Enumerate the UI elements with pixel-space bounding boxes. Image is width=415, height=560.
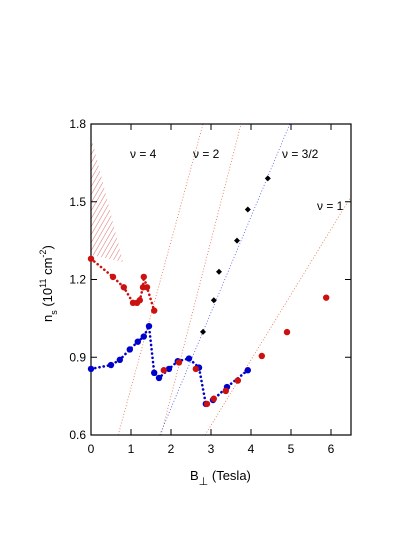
- y-label-part: -2: [38, 250, 48, 258]
- diamond-marker: [200, 328, 206, 335]
- y-tick-label: 1.8: [69, 117, 86, 131]
- point-marker: [116, 356, 124, 364]
- y-label-part: cm: [40, 258, 55, 279]
- point-marker: [140, 333, 147, 340]
- y-tick-label: 1.5: [69, 195, 86, 209]
- x-tick-label: 5: [288, 442, 295, 456]
- point-marker: [222, 387, 229, 395]
- point-marker: [203, 400, 211, 408]
- y-tick-label: 0.9: [69, 350, 86, 364]
- x-tick-label: 3: [208, 442, 215, 456]
- x-tick-label: 2: [168, 442, 175, 456]
- y-label-part: ): [40, 245, 55, 249]
- y-label-part: s: [49, 310, 59, 315]
- point-marker: [151, 307, 158, 314]
- point-marker: [234, 377, 241, 384]
- point-marker: [151, 369, 158, 376]
- point-marker: [126, 346, 133, 353]
- point-marker: [185, 355, 193, 362]
- guide-line: [117, 123, 204, 436]
- guide-line: [160, 123, 242, 436]
- point-marker: [87, 365, 95, 373]
- diamond-marker: [264, 175, 271, 182]
- x-axis-label: B⊥ (Tesla): [190, 468, 251, 488]
- y-label-part: (10: [40, 288, 55, 310]
- point-marker: [134, 338, 141, 345]
- diamond-marker: [216, 268, 222, 275]
- series-line: [89, 257, 156, 312]
- y-axis-label: ns (1011 cm-2): [38, 245, 59, 322]
- point-marker: [244, 367, 251, 374]
- point-marker: [140, 273, 147, 281]
- point-marker: [160, 367, 167, 374]
- annotation: ν = 1: [317, 199, 344, 213]
- x-tick-label: 6: [328, 442, 335, 456]
- guide-line: [159, 123, 291, 436]
- point-marker: [136, 297, 143, 304]
- point-marker: [145, 322, 153, 330]
- x-tick-label: 0: [88, 442, 95, 456]
- x-label-part: B: [190, 468, 199, 483]
- point-marker: [283, 328, 291, 336]
- plot-frame: [90, 123, 352, 436]
- point-marker: [175, 359, 183, 366]
- annotation: ν = 3/2: [282, 147, 319, 161]
- point-marker: [143, 284, 151, 291]
- point-marker: [165, 365, 173, 373]
- x-label-part: ⊥: [199, 476, 209, 488]
- annotation: ν = 2: [193, 147, 220, 161]
- point-marker: [323, 294, 330, 301]
- y-label-part: 11: [38, 279, 48, 288]
- point-marker: [210, 395, 217, 402]
- diamond-marker: [234, 237, 240, 244]
- point-marker: [109, 273, 117, 281]
- point-marker: [120, 284, 128, 291]
- annotation: ν = 4: [130, 147, 157, 161]
- y-label-part: n: [40, 315, 55, 322]
- y-tick-label: 1.2: [69, 273, 86, 287]
- point-marker: [258, 352, 265, 360]
- hatched-region: [91, 136, 123, 262]
- x-label-part: (Tesla): [208, 468, 251, 483]
- x-tick-label: 1: [128, 442, 135, 456]
- y-tick-label: 0.6: [69, 428, 86, 442]
- point-marker: [87, 255, 95, 262]
- point-marker: [107, 361, 115, 369]
- point-marker: [192, 365, 199, 373]
- diamond-marker: [210, 297, 217, 304]
- guide-line: [204, 196, 352, 436]
- diamond-marker: [244, 206, 251, 213]
- point-marker: [155, 374, 163, 382]
- x-tick-label: 4: [248, 442, 255, 456]
